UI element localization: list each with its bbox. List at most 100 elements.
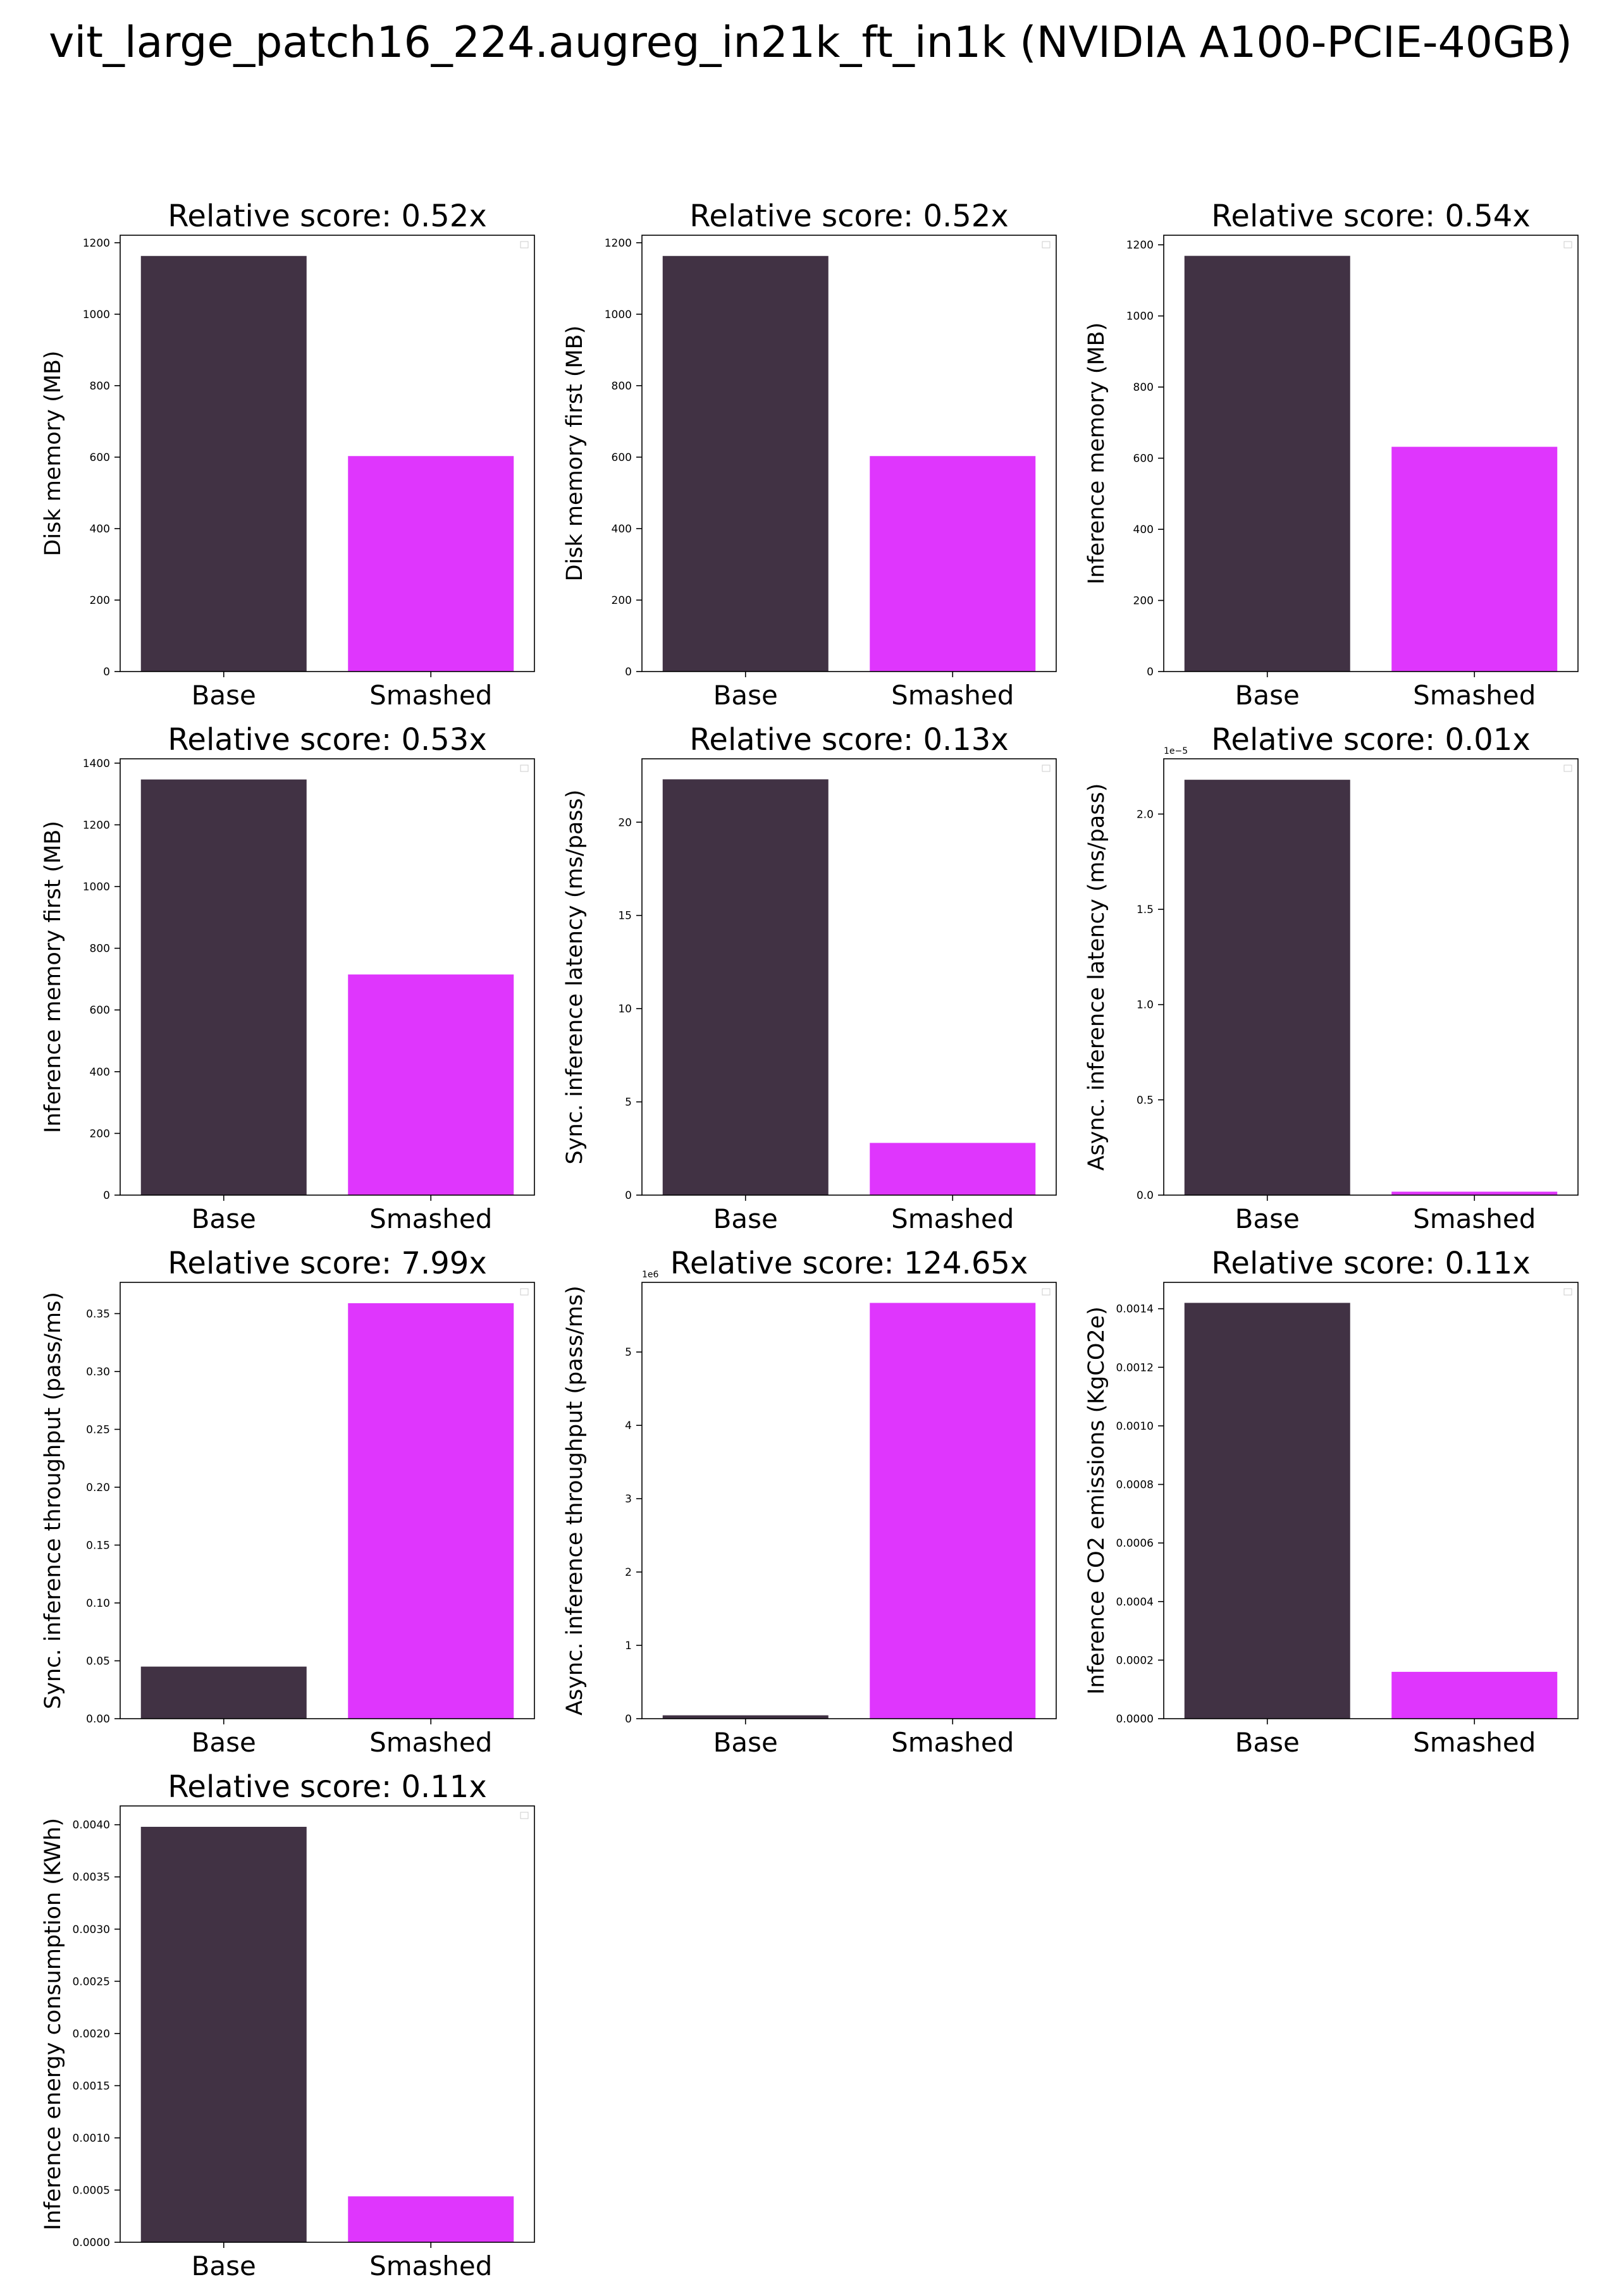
subplot-title: Relative score: 0.01x <box>1211 722 1531 758</box>
x-tick-label: Smashed <box>891 1727 1014 1758</box>
axes-frame <box>120 758 535 1196</box>
y-tick-label: 200 <box>90 1127 110 1140</box>
y-tick-label: 1200 <box>1126 239 1154 252</box>
x-tick-label: Smashed <box>369 2250 492 2281</box>
bar-base <box>1184 255 1350 672</box>
y-axis-label: Async. inference latency (ms/pass) <box>1084 783 1109 1171</box>
y-tick-label: 400 <box>1133 524 1154 536</box>
x-tick-label: Smashed <box>369 680 492 711</box>
x-tick-label: Base <box>192 2250 256 2281</box>
subplot-title: Relative score: 0.11x <box>168 1769 487 1805</box>
x-tick-label: Base <box>713 1203 778 1234</box>
y-offset-label: 1e6 <box>642 1270 659 1280</box>
bar-base <box>140 255 307 672</box>
y-tick-label: 0.0035 <box>73 1871 110 1884</box>
bar-base <box>140 779 307 1195</box>
bar-smashed <box>348 1303 514 1719</box>
y-tick-label: 0.35 <box>86 1308 110 1320</box>
chart-panel-1: 0 200 400 600 800 1000 1200 Base Smashed Relative… <box>40 199 535 711</box>
y-axis-label: Sync. inference latency (ms/pass) <box>562 790 588 1165</box>
x-tick-label: Base <box>713 1727 778 1758</box>
y-tick-label: 0.20 <box>86 1482 110 1494</box>
y-tick-label: 0.5 <box>1137 1094 1154 1107</box>
chart-panel-8: 0 1 2 3 4 5 1e6 Base Smashed Relative score: 124.… <box>562 1246 1057 1758</box>
bar-smashed <box>1391 1671 1558 1719</box>
axes-frame <box>1163 235 1579 672</box>
bar-smashed <box>348 2196 514 2242</box>
y-axis-label: Inference CO2 emissions (KgCO2e) <box>1084 1306 1109 1695</box>
x-tick-label: Smashed <box>1413 1203 1536 1234</box>
bar-smashed <box>870 1143 1036 1195</box>
y-tick-label: 0.0008 <box>1116 1479 1154 1492</box>
y-tick-label: 400 <box>90 1066 110 1079</box>
y-tick-label: 0 <box>103 1189 110 1202</box>
y-tick-label: 2 <box>625 1566 632 1579</box>
bar-base <box>140 1827 307 2242</box>
y-tick-label: 0 <box>103 666 110 678</box>
y-tick-label: 1.0 <box>1137 999 1154 1012</box>
y-tick-label: 1400 <box>83 758 110 770</box>
y-axis-label: Async. inference throughput (pass/ms) <box>562 1286 588 1716</box>
y-tick-label: 1 <box>625 1640 632 1652</box>
y-axis-label: Disk memory (MB) <box>40 350 66 556</box>
axes-frame <box>641 1282 1057 1719</box>
y-tick-label: 1200 <box>605 237 632 250</box>
y-tick-label: 0.0015 <box>73 2080 110 2092</box>
y-tick-label: 0.0000 <box>73 2237 110 2249</box>
y-tick-label: 600 <box>90 1004 110 1017</box>
y-tick-label: 0.0002 <box>1116 1654 1154 1667</box>
subplot-title: Relative score: 124.65x <box>670 1246 1028 1281</box>
y-tick-label: 1200 <box>83 819 110 832</box>
y-tick-label: 20 <box>618 816 632 829</box>
axes-frame <box>120 235 535 672</box>
y-tick-label: 0.0012 <box>1116 1361 1154 1374</box>
bar-smashed <box>870 456 1036 672</box>
bar-smashed <box>348 456 514 672</box>
subplot-title: Relative score: 0.13x <box>689 722 1009 758</box>
x-tick-label: Smashed <box>369 1203 492 1234</box>
legend-box <box>520 764 529 772</box>
y-tick-label: 400 <box>90 523 110 536</box>
chart-panel-2: 0 200 400 600 800 1000 1200 Base Smashed Relative… <box>562 199 1057 711</box>
y-tick-label: 0.0040 <box>73 1819 110 1832</box>
y-tick-label: 0 <box>625 1713 632 1726</box>
axes-frame <box>1163 1282 1579 1719</box>
chart-panel-7: 0.00 0.05 0.10 0.15 0.20 0.25 0.30 0.35 Base Smas… <box>40 1246 535 1758</box>
y-tick-label: 0.0006 <box>1116 1537 1154 1550</box>
y-tick-label: 0.10 <box>86 1597 110 1610</box>
axes-frame <box>641 758 1057 1196</box>
y-tick-label: 0.25 <box>86 1423 110 1436</box>
y-tick-label: 200 <box>1133 595 1154 608</box>
y-tick-label: 0.05 <box>86 1655 110 1667</box>
subplot-title: Relative score: 7.99x <box>168 1246 487 1281</box>
figure-title: vit_large_patch16_224.augreg_in21k_ft_in… <box>49 18 1572 68</box>
y-tick-label: 4 <box>625 1420 632 1432</box>
y-tick-label: 10 <box>618 1003 632 1016</box>
y-tick-label: 200 <box>612 594 632 607</box>
y-tick-label: 0.0005 <box>73 2184 110 2197</box>
y-offset-label: 1e−5 <box>1164 746 1188 756</box>
chart-panel-5: 0 5 10 15 20 Base Smashed Relative score: 0.13x… <box>562 722 1057 1234</box>
y-tick-label: 0.30 <box>86 1366 110 1378</box>
bar-smashed <box>1391 446 1558 672</box>
y-tick-label: 5 <box>625 1096 632 1109</box>
y-tick-label: 0.00 <box>86 1713 110 1726</box>
subplot-title: Relative score: 0.52x <box>689 199 1009 234</box>
y-tick-label: 0.0000 <box>1116 1713 1154 1726</box>
subplot-title: Relative score: 0.54x <box>1211 199 1531 234</box>
bar-base <box>662 1715 829 1719</box>
y-tick-label: 0.0030 <box>73 1924 110 1936</box>
y-tick-label: 15 <box>618 910 632 923</box>
y-axis-label: Disk memory first (MB) <box>562 326 588 582</box>
y-tick-label: 400 <box>612 523 632 536</box>
chart-panel-10: 0.0000 0.0005 0.0010 0.0015 0.0020 0.0025 0.00… <box>40 1769 535 2281</box>
x-tick-label: Base <box>1235 680 1300 711</box>
y-tick-label: 1000 <box>83 309 110 321</box>
legend-box <box>520 1812 529 1819</box>
x-tick-label: Smashed <box>1413 680 1536 711</box>
x-tick-label: Smashed <box>891 1203 1014 1234</box>
y-tick-label: 1000 <box>605 309 632 321</box>
y-axis-label: Sync. inference throughput (pass/ms) <box>40 1292 66 1709</box>
bar-smashed <box>1391 1191 1558 1195</box>
